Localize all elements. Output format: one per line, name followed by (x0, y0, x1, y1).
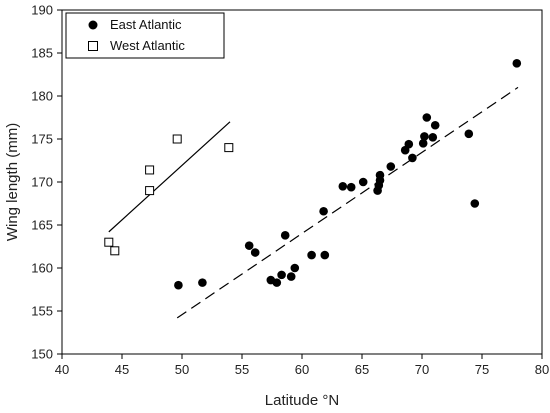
y-tick-label: 155 (31, 304, 53, 319)
legend: East Atlantic West Atlantic (65, 12, 225, 59)
y-axis-title: Wing length (mm) (4, 123, 21, 241)
legend-marker-east-atlantic (88, 20, 98, 30)
plot-area-frame (61, 9, 543, 355)
legend-label-east-atlantic: East Atlantic (110, 17, 182, 32)
x-tick-label: 55 (235, 362, 249, 377)
data-point-west-atlantic (224, 143, 234, 153)
y-tick-label: 190 (31, 3, 53, 18)
y-tick-label: 185 (31, 46, 53, 61)
x-tick-label: 50 (175, 362, 189, 377)
legend-label-west-atlantic: West Atlantic (110, 38, 185, 53)
data-point-east-atlantic (307, 250, 316, 260)
y-tick-label: 170 (31, 175, 53, 190)
data-point-east-atlantic (290, 263, 300, 273)
regression-line-east-atlantic (176, 86, 519, 319)
data-point-east-atlantic (198, 278, 207, 287)
data-point-west-atlantic (145, 186, 155, 196)
data-point-east-atlantic (418, 139, 428, 148)
x-tick-label: 45 (115, 362, 129, 377)
data-point-west-atlantic (110, 246, 120, 256)
data-point-west-atlantic (104, 237, 114, 247)
data-point-east-atlantic (244, 241, 254, 250)
data-point-east-atlantic (386, 162, 396, 171)
x-tick-label: 60 (295, 362, 309, 377)
data-point-east-atlantic (464, 129, 474, 139)
data-point-east-atlantic (422, 113, 432, 122)
x-tick-label: 65 (355, 362, 369, 377)
y-tick-label: 160 (31, 261, 53, 276)
data-point-east-atlantic (470, 199, 480, 208)
data-point-east-atlantic (280, 231, 290, 240)
data-point-east-atlantic (512, 59, 522, 68)
data-point-east-atlantic (286, 272, 296, 281)
data-point-east-atlantic (319, 206, 328, 216)
regression-line-west-atlantic (108, 121, 231, 233)
data-point-east-atlantic (346, 182, 356, 192)
data-point-west-atlantic (172, 134, 182, 144)
data-point-east-atlantic (272, 278, 282, 287)
y-tick-label: 180 (31, 89, 53, 104)
y-tick-label: 165 (31, 218, 53, 233)
regression-lines (108, 86, 519, 319)
axes: 40 45 50 55 60 65 70 75 80 150 155 160 165 170 175 180 1… (31, 3, 549, 378)
data-points (104, 59, 522, 290)
x-tick-label: 70 (415, 362, 429, 377)
x-tick-label: 40 (55, 362, 69, 377)
y-tick-label: 150 (31, 347, 53, 362)
data-point-east-atlantic (428, 132, 438, 142)
x-axis-title: Latitude °N (265, 392, 339, 409)
data-point-east-atlantic (404, 139, 414, 149)
data-point-east-atlantic (420, 132, 429, 141)
data-point-east-atlantic (358, 177, 368, 187)
data-point-east-atlantic (250, 248, 260, 257)
x-tick-label: 75 (475, 362, 489, 377)
data-point-east-atlantic (174, 280, 183, 290)
legend-marker-west-atlantic (88, 41, 98, 51)
y-tick-label: 175 (31, 132, 53, 147)
data-point-west-atlantic (145, 165, 155, 175)
x-tick-label: 80 (535, 362, 549, 377)
data-point-east-atlantic (408, 153, 417, 163)
data-point-east-atlantic (277, 270, 286, 280)
data-point-east-atlantic (338, 182, 348, 191)
data-point-east-atlantic (320, 250, 330, 260)
data-point-east-atlantic (375, 170, 385, 180)
data-point-east-atlantic (430, 120, 440, 130)
